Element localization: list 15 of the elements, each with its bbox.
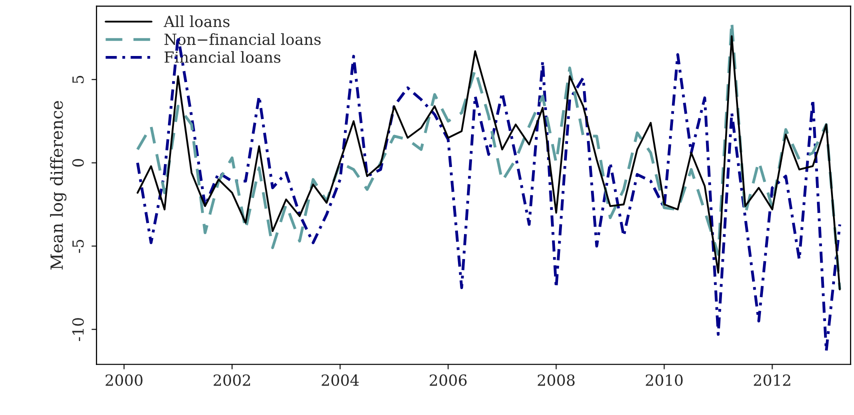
legend-label: All loans bbox=[164, 15, 230, 28]
x-tick-label: 2000 bbox=[106, 374, 142, 386]
x-tick-label: 2004 bbox=[322, 374, 359, 386]
legend-label: Financial loans bbox=[164, 51, 280, 63]
y-tick-label: -10 bbox=[72, 318, 84, 342]
x-tick-label: 2010 bbox=[646, 374, 683, 386]
x-tick-label: 2008 bbox=[538, 374, 575, 386]
legend-label: Non−financial loans bbox=[164, 33, 321, 46]
y-tick-label: 5 bbox=[72, 76, 84, 84]
y-tick-label: 0 bbox=[72, 158, 84, 167]
x-tick-label: 2012 bbox=[754, 374, 790, 386]
x-tick-label: 2002 bbox=[214, 374, 250, 386]
x-tick-label: 2006 bbox=[430, 374, 467, 386]
y-axis-title: Mean log difference bbox=[50, 101, 66, 270]
y-tick-label: -5 bbox=[72, 240, 84, 253]
